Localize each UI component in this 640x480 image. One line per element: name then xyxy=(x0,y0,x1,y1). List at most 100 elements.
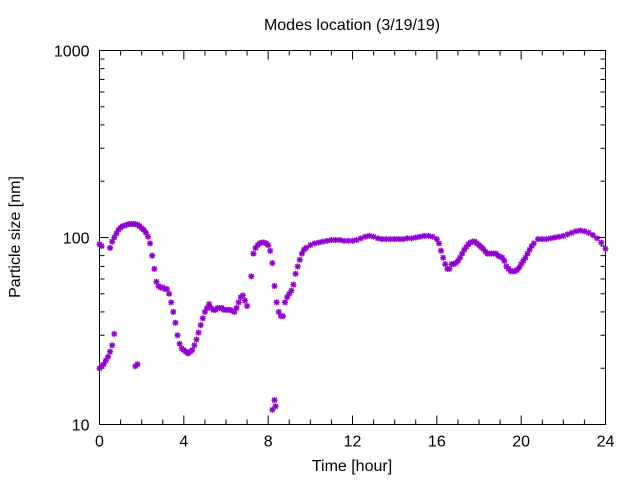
data-point xyxy=(412,234,419,241)
data-point xyxy=(315,239,322,246)
data-point xyxy=(193,336,200,343)
data-point xyxy=(195,329,202,336)
axis-ticks xyxy=(99,50,606,425)
data-point xyxy=(311,240,318,247)
data-point xyxy=(501,257,508,264)
data-point xyxy=(166,290,173,297)
data-point xyxy=(379,236,386,243)
data-point xyxy=(204,304,211,311)
x-tick-label: 20 xyxy=(512,434,530,451)
y-tick-label: 10 xyxy=(72,418,90,435)
x-axis-label: Time [hour] xyxy=(312,458,392,475)
data-point xyxy=(252,244,259,251)
y-tick-labels: 10 100 1000 xyxy=(54,44,90,435)
data-point xyxy=(279,313,286,320)
data-point xyxy=(535,236,542,243)
data-point xyxy=(109,238,116,245)
data-point xyxy=(142,229,149,236)
data-point xyxy=(134,361,141,368)
y-axis-label: Particle size [nm] xyxy=(7,176,24,298)
data-point xyxy=(505,265,512,272)
data-point xyxy=(265,242,272,249)
data-point xyxy=(516,264,523,271)
data-point xyxy=(260,239,267,246)
data-point xyxy=(528,243,535,250)
data-point xyxy=(319,238,326,245)
data-point xyxy=(227,306,234,313)
data-point xyxy=(370,233,377,240)
data-point xyxy=(589,232,596,239)
data-point xyxy=(107,348,114,355)
data-point xyxy=(408,235,415,242)
data-point xyxy=(539,236,546,243)
data-point xyxy=(467,239,474,246)
data-point xyxy=(345,237,352,244)
data-point xyxy=(111,234,118,241)
data-point xyxy=(374,235,381,242)
data-point xyxy=(518,261,525,268)
data-point xyxy=(272,403,279,410)
data-point xyxy=(172,319,179,326)
data-point xyxy=(461,246,468,253)
data-point xyxy=(269,260,276,267)
data-point xyxy=(189,347,196,354)
data-point xyxy=(349,237,356,244)
data-point xyxy=(244,303,251,310)
data-point xyxy=(440,254,447,261)
data-point xyxy=(438,247,445,254)
data-point xyxy=(433,236,440,243)
data-point xyxy=(199,315,206,322)
data-point xyxy=(324,237,331,244)
x-tick-labels: 0 4 8 12 16 20 24 xyxy=(95,434,614,451)
data-point xyxy=(282,299,289,306)
data-point xyxy=(286,290,293,297)
data-point xyxy=(585,229,592,236)
data-point xyxy=(404,235,411,242)
data-point xyxy=(499,254,506,261)
data-point xyxy=(201,308,208,315)
chart-title: Modes location (3/19/19) xyxy=(264,17,440,34)
data-point xyxy=(239,292,246,299)
data-point xyxy=(231,308,238,315)
data-point xyxy=(387,236,394,243)
y-tick-label: 100 xyxy=(63,231,90,248)
data-point xyxy=(459,250,466,257)
data-point xyxy=(191,342,198,349)
data-point xyxy=(174,332,181,339)
data-point xyxy=(119,223,126,230)
data-point xyxy=(598,239,605,246)
x-tick-label: 12 xyxy=(344,434,362,451)
data-point xyxy=(366,232,373,239)
data-point xyxy=(271,397,278,404)
data-point xyxy=(235,299,242,306)
data-point xyxy=(442,261,449,268)
data-point xyxy=(109,342,116,349)
data-point xyxy=(229,307,236,314)
data-point xyxy=(341,237,348,244)
data-point xyxy=(273,299,280,306)
data-point xyxy=(463,243,470,250)
x-tick-label: 8 xyxy=(264,434,273,451)
data-point xyxy=(530,240,537,247)
data-point xyxy=(568,229,575,236)
data-point xyxy=(250,250,257,257)
x-tick-label: 4 xyxy=(179,434,188,451)
data-point xyxy=(100,361,107,368)
data-point xyxy=(267,247,274,254)
data-point xyxy=(602,245,609,252)
data-point xyxy=(400,236,407,243)
x-tick-label: 16 xyxy=(428,434,446,451)
data-point xyxy=(233,304,240,311)
data-point xyxy=(104,353,111,360)
data-point xyxy=(307,242,314,249)
data-point xyxy=(271,283,278,290)
data-point xyxy=(147,240,154,247)
data-point xyxy=(328,236,335,243)
data-point xyxy=(284,294,291,301)
data-point xyxy=(176,340,183,347)
data-point xyxy=(241,297,248,304)
plot-frame xyxy=(99,50,606,425)
y-tick-label: 1000 xyxy=(54,44,90,61)
data-point xyxy=(551,234,558,241)
data-point xyxy=(153,278,160,285)
